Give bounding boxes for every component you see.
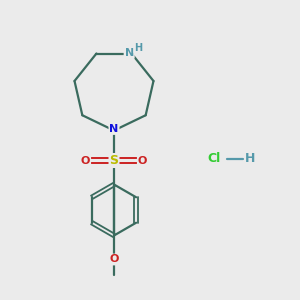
Text: N: N: [110, 124, 118, 134]
Text: O: O: [109, 254, 119, 265]
Text: O: O: [81, 155, 90, 166]
Text: H: H: [134, 43, 142, 52]
Text: O: O: [138, 155, 147, 166]
Text: H: H: [245, 152, 256, 166]
Text: Cl: Cl: [208, 152, 221, 166]
Text: S: S: [110, 154, 118, 167]
Text: N: N: [124, 48, 134, 58]
